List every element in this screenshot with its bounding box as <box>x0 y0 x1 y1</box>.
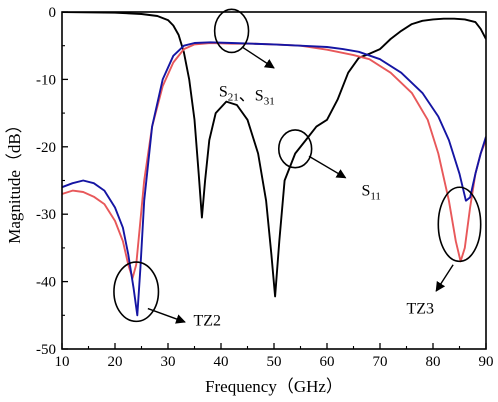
annotation-arrow-s11 <box>308 155 347 179</box>
y-tick-label: -50 <box>36 342 56 358</box>
x-axis-label: Frequency（GHz） <box>205 377 343 396</box>
annotation-ellipse-tz2 <box>113 261 160 323</box>
y-tick-label: 0 <box>49 5 57 21</box>
x-tick-label: 60 <box>320 354 335 370</box>
y-tick-label: -10 <box>36 72 56 88</box>
x-tick-label: 70 <box>373 354 388 370</box>
series-line-s11 <box>62 12 486 298</box>
y-tick-label: -40 <box>36 275 56 291</box>
plot-frame <box>61 11 487 350</box>
annotation-layer: S21、S31 S11 TZ2 TZ3 <box>113 8 482 329</box>
series-layer <box>62 12 486 317</box>
x-tick-label: 90 <box>479 354 494 370</box>
x-tick-label: 50 <box>267 354 282 370</box>
annotation-label-tz3: TZ3 <box>407 300 435 317</box>
x-tick-label: 40 <box>214 354 229 370</box>
annotation-ellipse-s21s31 <box>213 8 250 54</box>
series-line-s31-blue <box>62 41 486 317</box>
x-tick-label: 20 <box>108 354 123 370</box>
annotation-ellipse-s11 <box>277 129 313 169</box>
x-tick-label: 30 <box>161 354 176 370</box>
x-tick-label: 80 <box>426 354 441 370</box>
annotation-arrow-tz2 <box>147 307 186 324</box>
annotation-label-s11: S11 <box>361 182 381 202</box>
x-tick-label: 10 <box>55 354 70 370</box>
y-tick-label: -20 <box>36 140 56 156</box>
annotation-arrow-tz3 <box>435 264 454 292</box>
annotation-label-tz2: TZ2 <box>193 312 221 329</box>
y-axis-label: Magnitude（dB） <box>5 116 24 244</box>
tick-layer: 10 20 30 40 50 60 70 80 90 0 -10 -20 -30 -40 -50 <box>36 5 494 370</box>
y-tick-label: -30 <box>36 207 56 223</box>
annotation-label-s21s31: S21、S31 <box>219 83 275 107</box>
annotation-ellipse-tz3 <box>437 186 482 263</box>
annotation-arrow-s21s31 <box>241 46 275 69</box>
